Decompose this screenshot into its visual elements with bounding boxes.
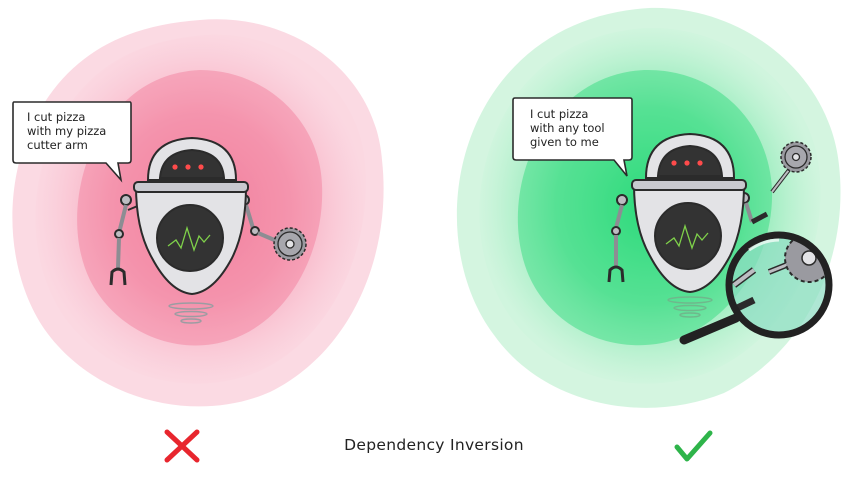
bubble-line-2: with any tool (530, 121, 605, 135)
cross-icon (162, 427, 202, 467)
pizza-cutter-icon (273, 227, 307, 261)
good-example-panel: I cut pizza with any tool given to me (434, 0, 868, 420)
bubble-line-1: I cut pizza (27, 110, 85, 124)
hover-rings (667, 296, 713, 318)
pizza-cutter-icon (770, 141, 812, 194)
bubble-line-1: I cut pizza (530, 107, 588, 121)
robot (109, 136, 280, 296)
bubble-line-3: cutter arm (27, 138, 88, 152)
diagram-caption: Dependency Inversion (344, 436, 524, 454)
hover-rings (168, 302, 214, 324)
bubble-line-2: with my pizza (27, 124, 106, 138)
robot (607, 132, 769, 294)
speech-bubble: I cut pizza with any tool given to me (512, 97, 633, 177)
magnifying-glass-icon (679, 231, 833, 345)
bad-example-panel: I cut pizza with my pizza cutter arm (0, 0, 434, 420)
speech-bubble: I cut pizza with my pizza cutter arm (12, 101, 132, 183)
check-icon (673, 427, 713, 467)
bubble-line-3: given to me (530, 135, 599, 149)
